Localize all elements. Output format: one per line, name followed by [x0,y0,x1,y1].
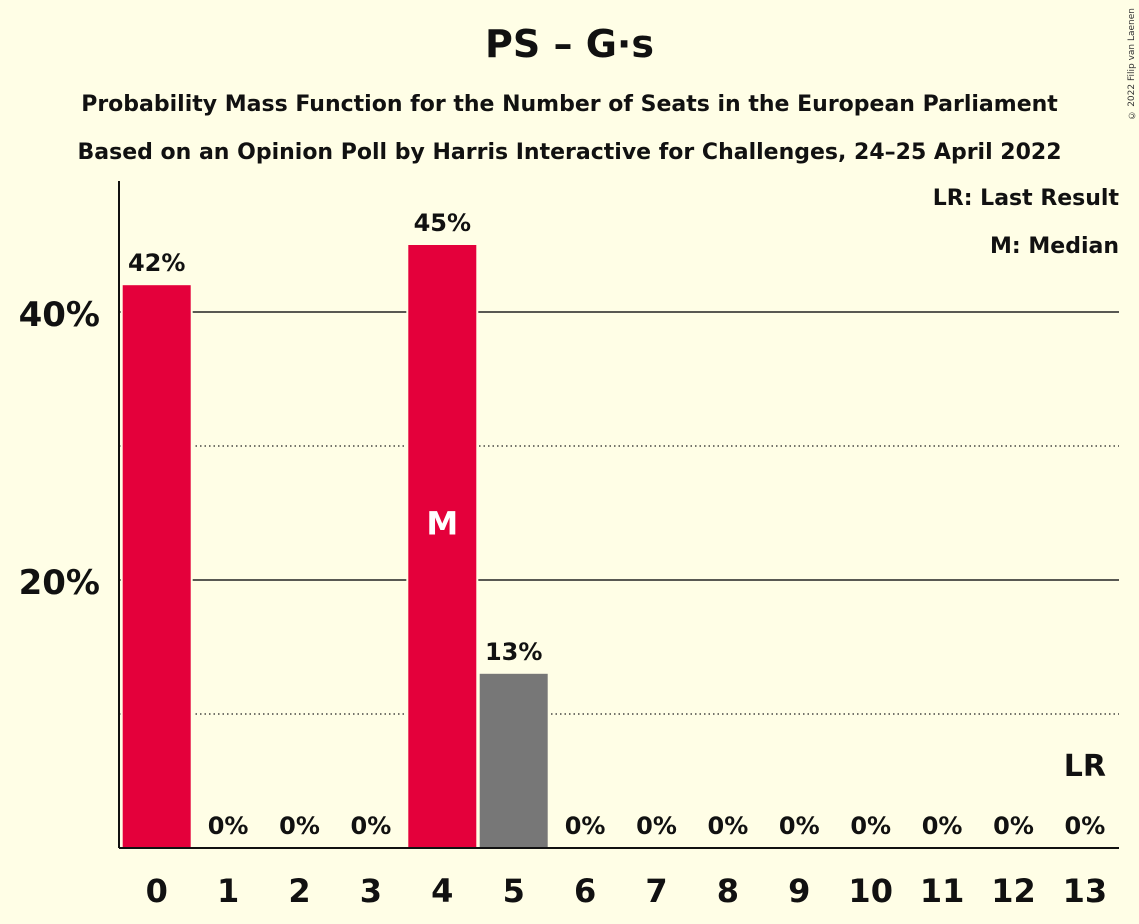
median-marker: M [426,505,458,543]
x-tick-label: 2 [288,872,310,910]
bar-value-label: 0% [279,812,320,840]
x-tick-label: 12 [991,872,1036,910]
bar-value-label: 45% [414,209,471,237]
bar-value-label: 0% [208,812,249,840]
x-tick-label: 13 [1063,872,1108,910]
bar-value-label: 0% [922,812,963,840]
legend-median: M: Median [990,234,1119,259]
x-tick-label: 3 [360,872,382,910]
bar-value-label: 0% [850,812,891,840]
bar-value-label: 0% [708,812,749,840]
bar-value-label: 0% [993,812,1034,840]
bar [122,285,191,848]
last-result-marker: LR [1064,749,1106,784]
chart-subtitle: Probability Mass Function for the Number… [81,92,1058,117]
bar-value-label: 0% [565,812,606,840]
bar-value-label: 0% [636,812,677,840]
y-tick-label: 20% [19,563,100,603]
bar-value-label: 13% [485,638,542,666]
legend-last-result: LR: Last Result [932,186,1119,211]
x-tick-label: 8 [717,872,739,910]
x-tick-label: 5 [503,872,525,910]
bar-value-label: 42% [128,249,185,277]
x-tick-label: 0 [146,872,168,910]
x-tick-label: 4 [431,872,453,910]
x-tick-label: 10 [848,872,893,910]
bar [408,245,477,848]
chart-title: PS – G·s [485,22,654,66]
x-tick-label: 9 [788,872,810,910]
bar-value-label: 0% [779,812,820,840]
bar-value-label: 0% [1065,812,1106,840]
bar-value-label: 0% [351,812,392,840]
y-tick-label: 40% [19,295,100,335]
chart-source: Based on an Opinion Poll by Harris Inter… [77,140,1062,165]
x-tick-label: 7 [645,872,667,910]
x-tick-label: 1 [217,872,239,910]
x-tick-label: 11 [920,872,965,910]
bar [479,673,548,848]
x-tick-label: 6 [574,872,596,910]
